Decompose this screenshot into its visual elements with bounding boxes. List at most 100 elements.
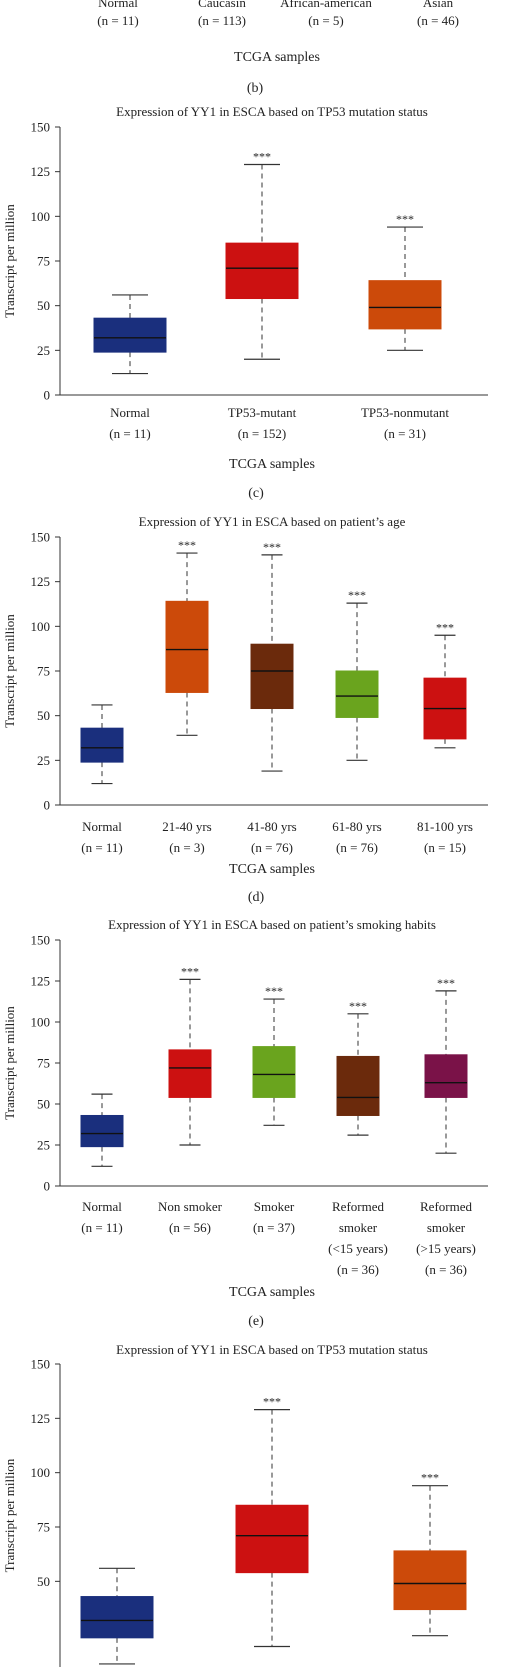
panel-d-significance: ***: [263, 540, 281, 554]
panel-c-significance: ***: [396, 212, 414, 226]
panel-c-y-tick-label: 150: [31, 120, 51, 135]
panel-d-y-tick-label: 125: [31, 574, 51, 589]
panel-e-category-label: smoker: [427, 1220, 466, 1235]
panel-e-y-tick-label: 0: [44, 1179, 51, 1194]
panel-d-y-tick-label: 0: [44, 798, 51, 813]
panel-e-box-2: *** Non smoker (n = 56): [158, 964, 223, 1235]
panel-e-category-label: Reformed: [332, 1199, 384, 1214]
panel-e-box-body: [424, 1054, 468, 1098]
panel-d-category-label: (n = 11): [81, 840, 123, 855]
panel-b-xlabel: TCGA samples: [234, 50, 320, 65]
panel-e-category-label: (n = 36): [337, 1262, 379, 1277]
panel-e-y-tick-label: 50: [37, 1097, 50, 1112]
panel-c-box-body: [93, 317, 167, 353]
panel-c-box-body: [368, 280, 442, 330]
panel-e-category-label: smoker: [339, 1220, 378, 1235]
panel-c-category-label: TP53-mutant: [228, 405, 297, 420]
panel-b-category-3-n: (n = 5): [308, 13, 344, 28]
panel-d-category-label: (n = 3): [169, 840, 205, 855]
panel-e-category-label: (n = 36): [425, 1262, 467, 1277]
panel-c-caption: (c): [248, 486, 264, 501]
panel-f-y-tick-label: 75: [37, 1520, 50, 1535]
panel-f-box-3: ***: [393, 1471, 467, 1637]
panel-e-category-label: (<15 years): [328, 1241, 388, 1256]
panel-d-box-2: *** 21-40 yrs (n = 3): [162, 538, 211, 855]
panel-c-category-label: (n = 11): [109, 426, 151, 441]
panel-d-category-label: (n = 15): [424, 840, 466, 855]
panel-e-box-4: *** Reformed smoker (<15 years) (n = 36): [328, 999, 388, 1277]
panel-f-box-body: [80, 1596, 154, 1639]
panel-c-box-3: *** TP53-nonmutant (n = 31): [361, 212, 449, 441]
panel-e-category-label: Normal: [82, 1199, 122, 1214]
panel-c-category-label: (n = 152): [238, 426, 287, 441]
panel-d-box-body: [335, 670, 379, 718]
panel-e-category-label: Reformed: [420, 1199, 472, 1214]
panel-c-y-tick-label: 75: [37, 254, 50, 269]
panel-e-category-label: (n = 11): [81, 1220, 123, 1235]
panel-d-box-body: [250, 643, 294, 710]
panel-c-y-tick-label: 50: [37, 298, 50, 313]
panel-d-category-label: (n = 76): [336, 840, 378, 855]
panel-d-significance: ***: [178, 538, 196, 552]
panel-b-category-1: Normal: [98, 0, 138, 10]
panel-e-box-5: *** Reformed smoker (>15 years) (n = 36): [416, 976, 476, 1277]
panel-f-box-body: [235, 1504, 309, 1574]
panel-b-category-4-n: (n = 46): [417, 13, 459, 28]
panel-e-category-label: (n = 56): [169, 1220, 211, 1235]
panel-d-y-tick-label: 100: [31, 619, 51, 634]
panel-f-significance: ***: [263, 1395, 281, 1409]
panel-d-box-4: *** 61-80 yrs (n = 76): [332, 588, 381, 855]
panel-c-title: Expression of YY1 in ESCA based on TP53 …: [116, 104, 428, 119]
panel-f-y-tick-label: 100: [31, 1465, 51, 1480]
panel-d-y-tick-label: 150: [31, 530, 51, 545]
panel-f-box-body: [393, 1550, 467, 1611]
panel-f-ylabel: Transcript per million: [2, 1458, 17, 1572]
panel-c-y-tick-label: 25: [37, 343, 50, 358]
panel-c-category-label: TP53-nonmutant: [361, 405, 449, 420]
panel-e-box-3: *** Smoker (n = 37): [252, 984, 296, 1235]
panel-c-category-label: Normal: [110, 405, 150, 420]
panel-e-box-body: [336, 1055, 380, 1116]
panel-f-y-tick-label: 50: [37, 1574, 50, 1589]
panel-c-y-tick-label: 125: [31, 164, 51, 179]
box-plot-panels: Expression of YY1 in ESCA based on TP53 …: [2, 104, 488, 1667]
panel-d-xlabel: TCGA samples: [229, 862, 315, 877]
panel-b-category-2: Caucasin: [198, 0, 246, 10]
panel-e-box-body: [168, 1049, 212, 1098]
panel-c-y-tick-label: 100: [31, 209, 51, 224]
panel-e-y-tick-label: 100: [31, 1015, 51, 1030]
panel-d-category-label: 61-80 yrs: [332, 819, 381, 834]
panel-d-box-5: *** 81-100 yrs (n = 15): [417, 620, 473, 855]
panel-b-tail: Normal Caucasin African-american Asian (…: [97, 0, 459, 96]
panel-f-y-tick-label: 125: [31, 1411, 51, 1426]
panel-c-ylabel: Transcript per million: [2, 204, 17, 318]
panel-d-category-label: 41-80 yrs: [247, 819, 296, 834]
panel-c: Expression of YY1 in ESCA based on TP53 …: [2, 104, 488, 501]
panel-d-caption: (d): [248, 890, 265, 905]
panel-e-y-tick-label: 75: [37, 1056, 50, 1071]
panel-f: Expression of YY1 in ESCA based on TP53 …: [2, 1342, 467, 1667]
panel-d-box-1: Normal (n = 11): [80, 704, 124, 855]
panel-d-box-body: [80, 727, 124, 763]
panel-d-box-body: [165, 600, 209, 693]
panel-b-category-3: African-american: [280, 0, 372, 10]
panel-b-caption: (b): [247, 81, 264, 96]
panel-e-y-tick-label: 125: [31, 974, 51, 989]
panel-e-box-body: [80, 1114, 124, 1148]
panel-f-box-1: [80, 1567, 154, 1665]
panel-d-y-tick-label: 75: [37, 664, 50, 679]
panel-e: Expression of YY1 in ESCA based on patie…: [2, 917, 488, 1329]
panel-c-significance: ***: [253, 150, 271, 164]
panel-f-significance: ***: [421, 1471, 439, 1485]
panel-c-box-body: [225, 242, 299, 300]
panel-d-category-label: 21-40 yrs: [162, 819, 211, 834]
panel-d: Expression of YY1 in ESCA based on patie…: [2, 514, 488, 905]
panel-d-box-3: *** 41-80 yrs (n = 76): [247, 540, 296, 855]
panel-f-y-tick-label: 150: [31, 1357, 51, 1372]
panel-e-category-label: Smoker: [254, 1199, 295, 1214]
panel-d-title: Expression of YY1 in ESCA based on patie…: [139, 514, 406, 529]
panel-d-y-tick-label: 25: [37, 753, 50, 768]
panel-e-ylabel: Transcript per million: [2, 1006, 17, 1120]
panel-b-category-4: Asian: [423, 0, 454, 10]
